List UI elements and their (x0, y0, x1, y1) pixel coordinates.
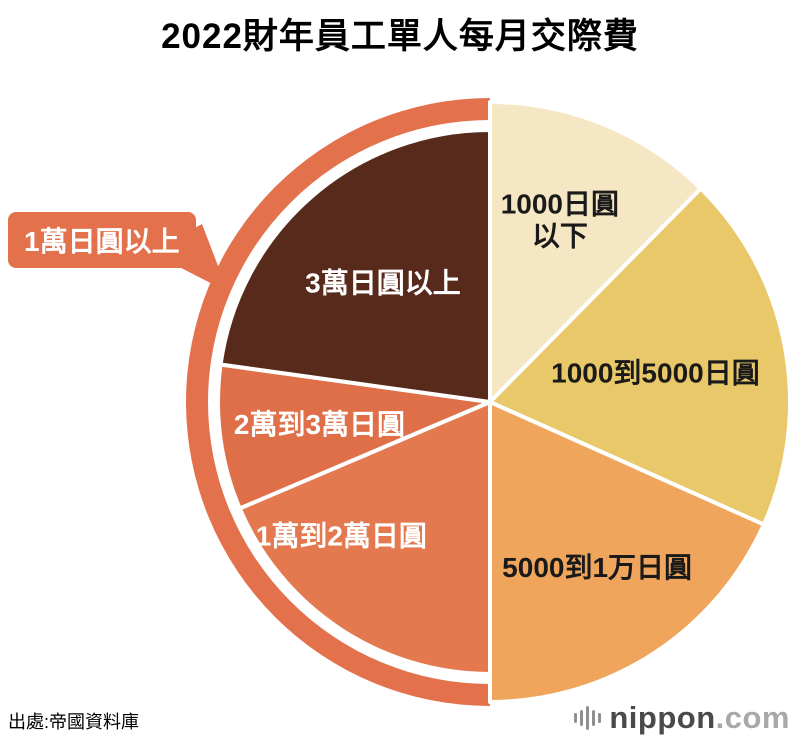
slice-label-6: 3萬日圓以上 (305, 268, 461, 299)
pie-slice-2 (488, 186, 792, 527)
callout-1man-plus: 1萬日圓以上 (8, 212, 196, 268)
source-note: 出處:帝國資料庫 (8, 712, 140, 732)
logo-tld: .com (715, 700, 790, 735)
slice-label-5: 2萬到3萬日圓 (234, 409, 405, 440)
slice-label-4: 1萬到2萬日圓 (256, 520, 427, 551)
logo-name: nippon (609, 700, 716, 735)
pie-slice-6 (218, 128, 492, 404)
slice-label-1: 1000日圓以下 (501, 188, 619, 251)
pie-slice-4 (237, 400, 492, 676)
chart-title: 2022財年員工單人每月交際費 (161, 17, 639, 56)
slice-label-2: 1000到5000日圓 (551, 357, 760, 388)
callout-label: 1萬日圓以上 (24, 226, 180, 257)
pie-slice-1 (488, 100, 703, 404)
slice-label-3: 5000到1万日圓 (502, 552, 692, 583)
soundbars-icon (574, 706, 602, 730)
nippon-logo: nippon .com (573, 700, 790, 736)
pie-slice-5 (216, 362, 492, 511)
pie-slice-3 (488, 400, 766, 704)
